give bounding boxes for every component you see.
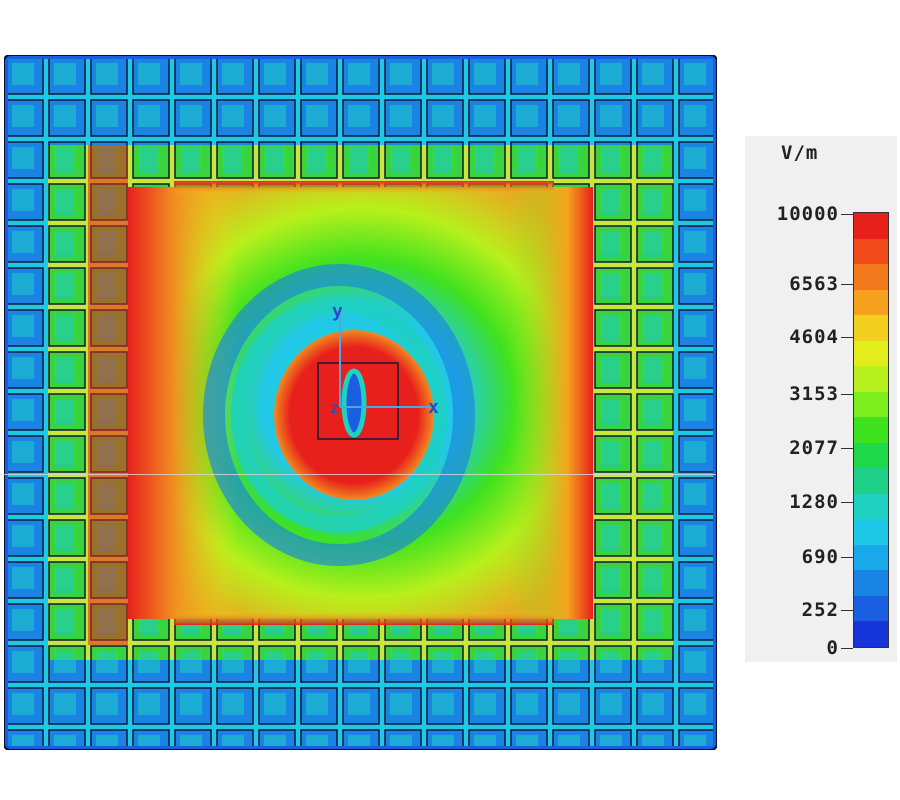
legend-unit: V/m [781, 142, 819, 164]
legend-tick-mark [841, 394, 853, 395]
top-hot-band [174, 181, 554, 195]
colorbar-band [854, 442, 888, 469]
colorbar-band [854, 340, 888, 367]
legend-tick-label: 1280 [789, 491, 839, 513]
colorbar-band [854, 468, 888, 495]
legend-tick-mark [841, 284, 853, 285]
colorbar-band [854, 621, 888, 648]
right-hot-band [509, 187, 593, 619]
colorbar-band [854, 519, 888, 546]
colorbar-band [854, 315, 888, 342]
colorbar-band [854, 570, 888, 597]
legend-tick-mark [841, 610, 853, 611]
left-strip [88, 145, 128, 645]
legend-tick-label: 252 [801, 599, 839, 621]
legend-tick-label: 4604 [789, 326, 839, 348]
colorbar-band [854, 366, 888, 393]
colorbar-band [854, 544, 888, 571]
colorbar-band [854, 493, 888, 520]
horizontal-guide-line [0, 474, 716, 475]
colorbar [853, 212, 889, 648]
legend-tick-mark [841, 337, 853, 338]
source-box [317, 362, 399, 440]
color-legend: V/m 10000 6563 4604 3153 2077 1280 690 252 0 [745, 136, 897, 662]
colorbar-band [854, 417, 888, 444]
cold-ring [203, 264, 475, 566]
legend-tick-label: 690 [801, 546, 839, 568]
colorbar-band [854, 595, 888, 622]
colorbar-band [854, 289, 888, 316]
colorbar-band [854, 264, 888, 291]
legend-tick-mark [841, 214, 853, 215]
legend-tick-mark [841, 648, 853, 649]
legend-tick-label: 3153 [789, 383, 839, 405]
x-axis-label: x [428, 397, 439, 418]
center-core [341, 368, 367, 438]
bottom-hot-band [174, 611, 554, 625]
legend-tick-mark [841, 502, 853, 503]
field-map: y x z [4, 55, 717, 750]
legend-tick-label: 10000 [776, 203, 839, 225]
colorbar-band [854, 213, 888, 240]
legend-tick-label: 6563 [789, 273, 839, 295]
y-axis-label: y [332, 301, 343, 322]
z-axis-label: z [330, 399, 339, 417]
legend-tick-mark [841, 448, 853, 449]
cool-ring [231, 297, 447, 533]
legend-tick-mark [841, 557, 853, 558]
legend-tick-label: 2077 [789, 437, 839, 459]
legend-tick-label: 0 [826, 637, 839, 659]
colorbar-band [854, 391, 888, 418]
colorbar-band [854, 238, 888, 265]
